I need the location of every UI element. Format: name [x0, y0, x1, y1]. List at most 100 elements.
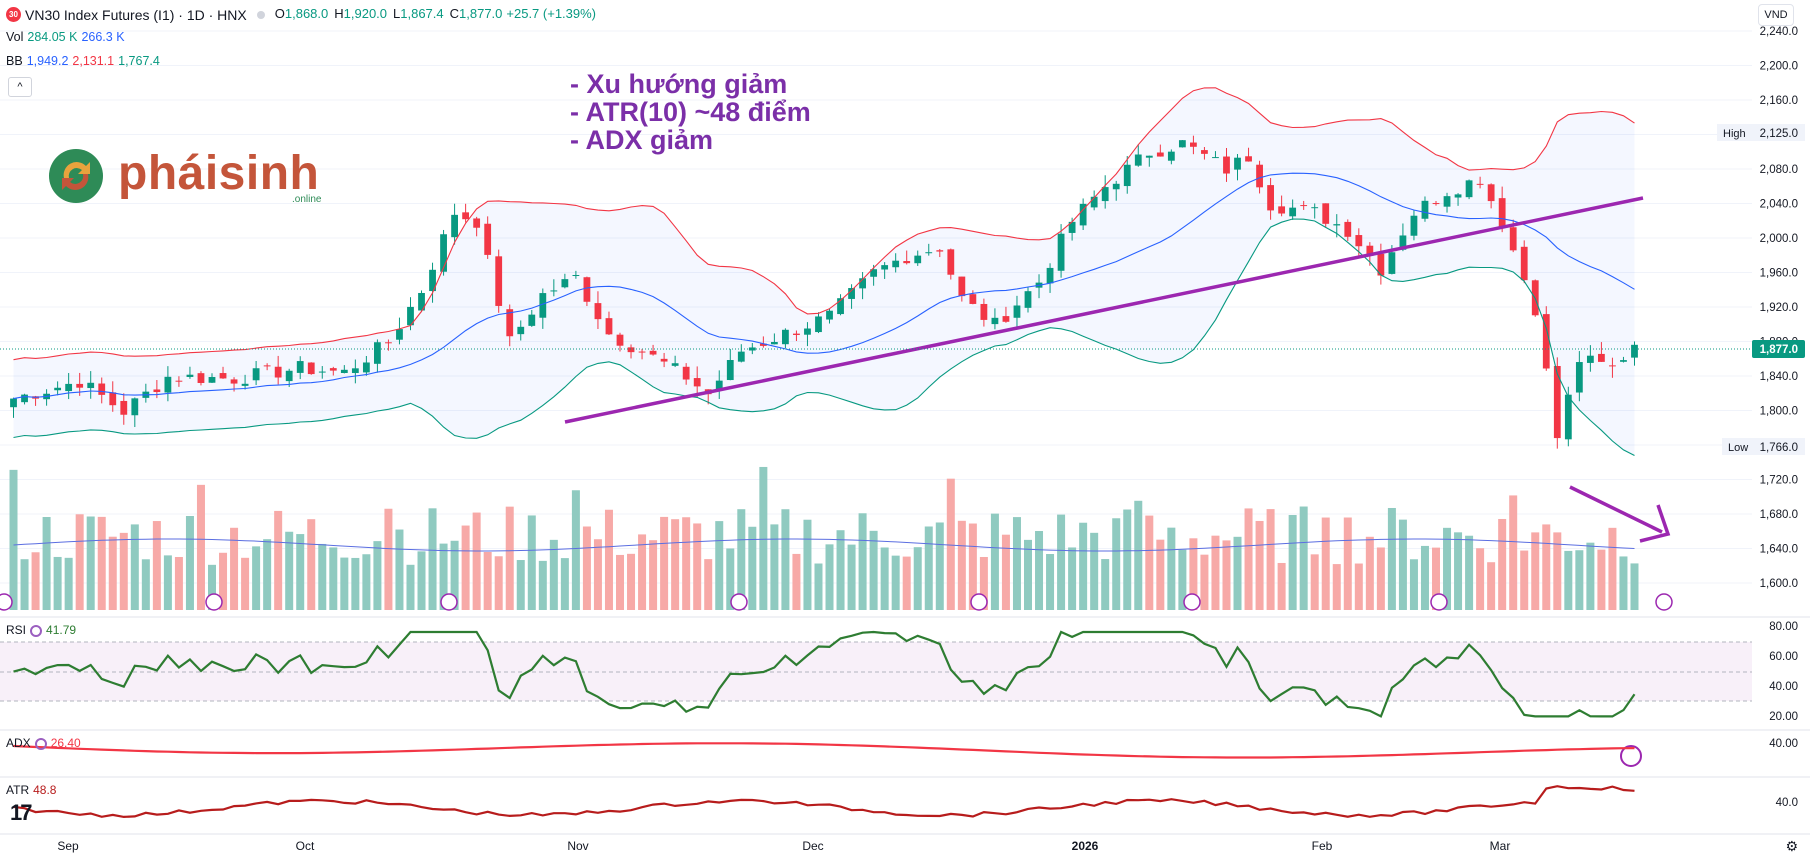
analysis-annotation[interactable]: - Xu hướng giảm - ATR(10) ~48 điểm - ADX g…	[570, 70, 811, 154]
candle-body	[263, 365, 271, 367]
candle-body	[484, 223, 492, 255]
price-tick-label: 2,000.0	[1760, 233, 1798, 245]
phaisinh-logo: pháisinh .online	[46, 146, 336, 206]
open-value: 1,868.0	[284, 6, 329, 21]
volume-bar	[1090, 532, 1099, 610]
open-label: O	[274, 6, 285, 21]
candle-body	[462, 212, 470, 220]
bb-lower-value: 1,767.4	[118, 54, 160, 68]
candle-body	[252, 368, 260, 381]
candle-body	[1377, 253, 1385, 276]
replay-marker-icon	[970, 593, 988, 611]
volume-bar	[1575, 550, 1584, 610]
replay-marker-icon	[730, 593, 748, 611]
volume-bar	[836, 530, 845, 610]
adx-legend[interactable]: ADX 26.40	[6, 736, 81, 750]
refresh-icon[interactable]	[34, 737, 47, 750]
volume-bar	[296, 534, 305, 610]
candle-body	[770, 341, 778, 345]
atr-legend[interactable]: ATR 48.8	[6, 783, 56, 797]
low-value: 1,867.4	[400, 6, 444, 21]
high-value: 2,125.0	[1760, 128, 1798, 140]
status-dot-icon	[256, 10, 265, 19]
tradingview-logo[interactable]: 17	[10, 800, 33, 825]
volume-bar	[494, 556, 503, 610]
candle-body	[1443, 196, 1451, 207]
volume-bar	[1123, 509, 1132, 610]
volume-bar	[593, 539, 602, 610]
candle-body	[1542, 314, 1550, 369]
time-axis-label: 2026	[1072, 839, 1099, 853]
bb-upper-value: 2,131.1	[72, 54, 115, 68]
volume-bar	[97, 516, 106, 610]
candle-body	[1311, 207, 1319, 209]
volume-bar	[505, 506, 514, 610]
candle-body	[396, 329, 403, 340]
candle-body	[737, 351, 745, 362]
volume-bar	[759, 466, 768, 610]
candle-body	[649, 350, 657, 355]
candle-body	[418, 292, 425, 311]
candle-body	[1465, 180, 1473, 198]
symbol-title[interactable]: VN30 Index Futures (I1) · 1D · HNX	[25, 6, 247, 23]
refresh-icon[interactable]	[30, 624, 43, 637]
volume-down-arrow	[1569, 485, 1663, 534]
price-tick-label: 1,920.0	[1760, 302, 1798, 314]
volume-bar	[75, 514, 84, 610]
bb-fill-area	[13, 87, 1635, 456]
candle-body	[351, 368, 359, 374]
candle-body	[1256, 164, 1263, 188]
price-tick-label: 1,680.0	[1760, 509, 1798, 521]
volume-bar	[704, 559, 713, 610]
volume-legend[interactable]: Vol 284.05 K 266.3 K	[6, 30, 129, 44]
candle-body	[1289, 207, 1297, 217]
symbol-legend[interactable]: 30 VN30 Index Futures (I1) · 1D · HNX O1,8…	[6, 6, 600, 23]
candle-body	[1002, 316, 1010, 322]
rsi-label: RSI	[6, 623, 27, 637]
candle-body	[837, 298, 844, 315]
volume-bar	[913, 547, 922, 610]
candle-body	[76, 383, 84, 388]
volume-bar	[64, 557, 73, 610]
volume-bar	[274, 510, 283, 610]
candle-body	[892, 260, 900, 268]
atr-line	[13, 785, 1635, 819]
high-label: High	[1723, 128, 1746, 140]
candle-body	[539, 293, 547, 318]
rsi-tick-label: 20.00	[1769, 711, 1798, 723]
logo-text: pháisinh	[118, 147, 320, 200]
candle-body	[1598, 353, 1605, 362]
candle-body	[572, 275, 580, 277]
settings-gear-icon[interactable]: ⚙	[1785, 838, 1798, 854]
candle-body	[1101, 187, 1109, 202]
candle-body	[340, 369, 348, 374]
volume-bar	[483, 551, 492, 610]
low-label: Low	[1728, 442, 1748, 454]
candle-body	[1498, 198, 1506, 228]
candle-body	[208, 377, 216, 383]
volume-bar	[527, 515, 536, 610]
candle-body	[98, 383, 106, 395]
drawing-overlays[interactable]	[564, 196, 1671, 767]
bb-legend[interactable]: BB 1,949.2 2,131.1 1,767.4	[6, 54, 164, 68]
annotation-line: - Xu hướng giảm	[570, 69, 788, 99]
volume-bar	[53, 556, 62, 610]
volume-bar	[1454, 532, 1463, 610]
collapse-legend-button[interactable]: ^	[8, 77, 32, 97]
volume-bar	[450, 540, 459, 610]
candle-body	[451, 214, 458, 238]
candle-body	[782, 329, 789, 345]
candle-body	[671, 363, 679, 366]
currency-selector[interactable]: VND	[1758, 4, 1794, 26]
candle-body	[120, 400, 128, 415]
volume-bar	[230, 527, 239, 610]
candle-body	[1057, 233, 1065, 271]
rsi-legend[interactable]: RSI 41.79	[6, 623, 76, 637]
high-label: H	[334, 6, 344, 21]
candle-body	[329, 368, 337, 371]
volume-bar	[373, 541, 382, 610]
volume-bar	[1420, 545, 1429, 610]
annotation-line: - ADX giảm	[570, 125, 714, 155]
volume-bar	[208, 564, 216, 610]
